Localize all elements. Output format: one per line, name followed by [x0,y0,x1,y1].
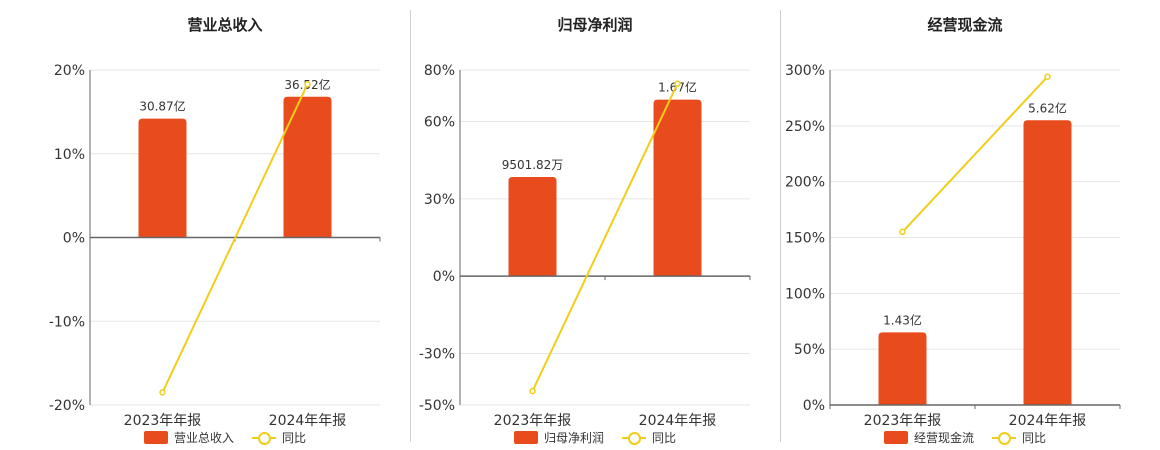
yoy-line [531,83,679,392]
chart-svg-revenue: 20%10%0%-10%-20%30.87亿36.52亿2023年年报2024年… [49,63,381,429]
yoy-point [899,228,906,236]
bar [653,99,702,277]
y-tick-label: -20% [49,398,85,414]
y-tick-label: 80% [424,63,455,79]
legend-bar-label: 营业总收入 [173,430,234,445]
legend-bar-swatch [883,430,908,444]
legend-bar-swatch [513,430,538,444]
bar-data-label: 5.62亿 [1028,100,1067,115]
y-tick-label: 100% [785,286,825,302]
yoy-line [161,83,309,393]
x-category-label: 2023年年报 [494,413,572,429]
y-tick-label: 0% [63,231,85,247]
bar [283,96,332,238]
chart-svg-cashflow: 300% 250% 200% 150% 100% 50% 0% 1.43亿 5.62亿 2023年… [785,63,1121,429]
y-tick-label: 0% [803,398,825,414]
yoy-point [159,389,166,396]
bar [1023,120,1072,405]
bar [878,332,927,405]
legend: 营业总收入 同比 [40,428,410,446]
yoy-point [674,80,681,87]
y-tick-label: -30% [419,346,455,362]
bar-data-label: 30.87亿 [139,99,185,114]
legend-bar-swatch [143,430,168,444]
x-category-label: 2023年年报 [864,413,942,429]
legend-line-label: 同比 [282,430,307,445]
y-tick-label: 50% [794,342,825,358]
bar-data-label: 1.43亿 [883,312,922,327]
y-tick-label: 150% [785,231,825,247]
x-category-label: 2024年年报 [639,413,717,429]
y-tick-label: 10% [54,147,85,163]
y-tick-label: 60% [424,115,455,131]
panel-divider [780,10,781,442]
legend-bar-label: 归母净利润 [543,430,604,445]
legend: 经营现金流 同比 [780,428,1150,446]
legend-line-swatch [252,431,276,445]
x-category-label: 2023年年报 [124,413,202,429]
bar [508,176,557,277]
bar-data-label: 1.67亿 [658,80,697,95]
y-tick-label: 30% [424,192,455,208]
legend-bar-label: 经营现金流 [913,430,974,445]
chart-title: 经营现金流 [927,16,1003,34]
legend-line-swatch [992,431,1016,445]
chart-panel-net-profit: 归母净利润 80% 60% 30% 0% -30% -50% 9501.82万 1.67亿 20… [410,0,780,450]
y-tick-label: 20% [54,63,85,79]
legend-line-swatch [622,431,646,445]
yoy-point [529,387,536,395]
chart-panel-cashflow: 经营现金流 300% 250% 200% 150% 100% 50% 0% 1.43亿 5.62… [780,0,1150,450]
x-category-label: 2024年年报 [269,413,347,429]
yoy-point [1044,73,1051,80]
y-tick-label: 250% [785,119,825,135]
chart-svg-net-profit: 80% 60% 30% 0% -30% -50% 9501.82万 1.67亿 2023年年报 2… [419,63,751,429]
legend: 归母净利润 同比 [410,428,780,446]
legend-line-label: 同比 [1022,430,1047,445]
y-tick-label: 300% [785,63,825,79]
y-tick-label: 200% [785,175,825,191]
chart-panel-revenue: 营业总收入 20%10%0%-10%-20%30.87亿36.52亿2023年年… [40,0,410,450]
y-tick-label: 0% [433,269,455,285]
chart-title: 归母净利润 [557,16,633,34]
x-category-label: 2024年年报 [1009,413,1087,429]
chart-title: 营业总收入 [187,16,263,34]
yoy-line [901,76,1049,233]
bar [138,118,187,238]
legend-line-label: 同比 [652,430,677,445]
bar-data-label: 9501.82万 [502,158,564,172]
y-tick-label: -50% [419,398,455,414]
yoy-point [304,80,311,88]
panel-divider [410,10,411,442]
y-tick-label: -10% [49,314,85,330]
